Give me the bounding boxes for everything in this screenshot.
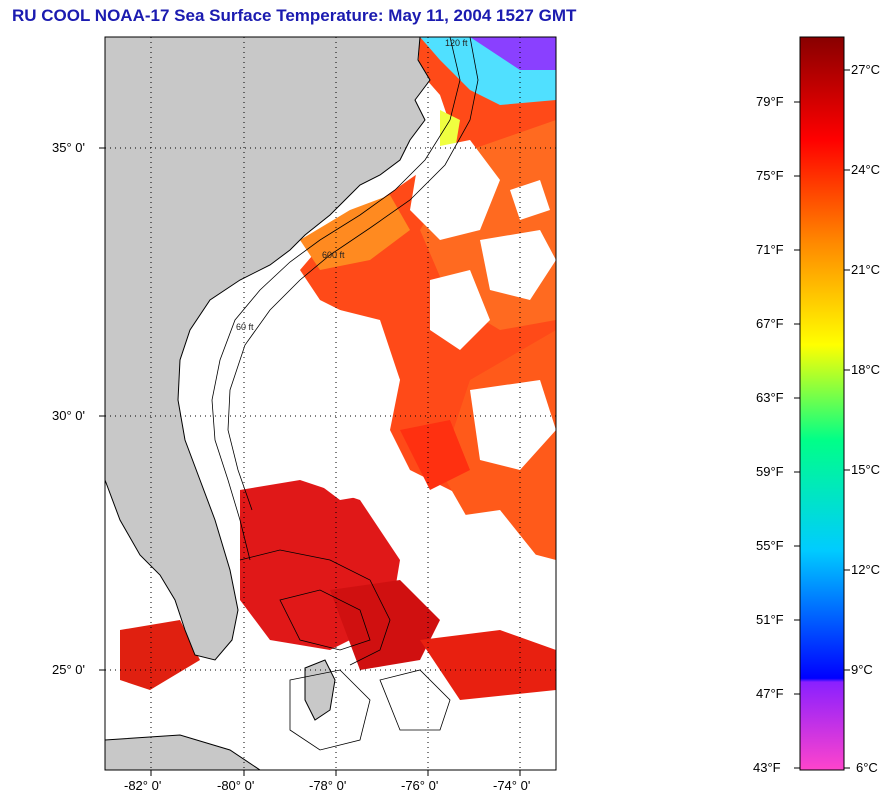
colorbar-c-label: 21°C: [851, 262, 881, 277]
lat-label-30: 30° 0': [52, 408, 85, 423]
colorbar: [799, 36, 845, 771]
land-us-coast: [105, 37, 431, 661]
colorbar-f-label: 47°F: [756, 686, 784, 701]
map-title: RU COOL NOAA-17 Sea Surface Temperature:…: [12, 6, 577, 25]
land-bahamas: [304, 659, 336, 721]
contour-label: 60 ft: [236, 322, 254, 332]
colorbar-c-label: 18°C: [851, 362, 881, 377]
lat-label-25: 25° 0': [52, 662, 85, 677]
map-frame: [104, 36, 557, 771]
contour-label: 120 ft: [445, 38, 468, 48]
colorbar-f-label: 71°F: [756, 242, 784, 257]
colorbar-c-label: 24°C: [851, 162, 881, 177]
colorbar-f-label: 67°F: [756, 316, 784, 331]
colorbar-ticks: [794, 69, 850, 769]
lon-label-82: -82° 0': [124, 778, 162, 793]
colorbar-c-label: 27°C: [851, 62, 881, 77]
cloud-cover: [240, 140, 556, 770]
colorbar-f-label: 63°F: [756, 390, 784, 405]
colorbar-f-label: 55°F: [756, 538, 784, 553]
colorbar-c-label: 9°C: [851, 662, 873, 677]
graticule: [105, 37, 556, 770]
lat-label-35: 35° 0': [52, 140, 85, 155]
axis-ticks: [99, 147, 521, 776]
colorbar-f-label: 59°F: [756, 464, 784, 479]
isobath-contours: [211, 37, 479, 751]
colorbar-f-label: 43°F: [753, 760, 781, 775]
land-cuba: [105, 734, 261, 770]
colorbar-f-label: 79°F: [756, 94, 784, 109]
lon-label-80: -80° 0': [217, 778, 255, 793]
colorbar-f-label: 51°F: [756, 612, 784, 627]
colorbar-f-label: 75°F: [756, 168, 784, 183]
colorbar-c-label: 12°C: [851, 562, 881, 577]
colorbar-c-label: 15°C: [851, 462, 881, 477]
contour-label: 600 ft: [322, 250, 345, 260]
lon-label-76: -76° 0': [401, 778, 439, 793]
colorbar-c-label: 6°C: [856, 760, 878, 775]
lon-label-74: -74° 0': [493, 778, 531, 793]
lon-label-78: -78° 0': [309, 778, 347, 793]
